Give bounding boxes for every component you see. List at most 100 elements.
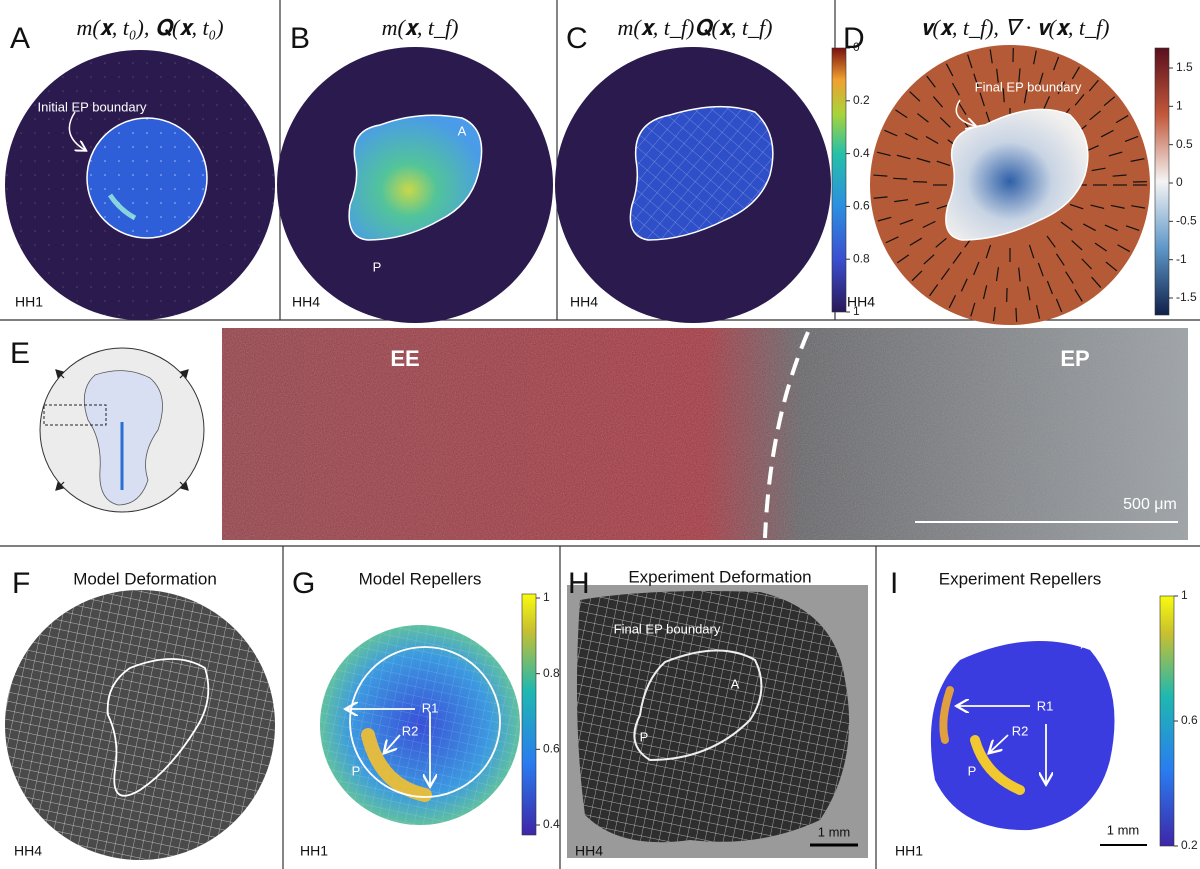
stage-label: HH1 [300, 843, 328, 859]
director [893, 177, 908, 180]
director [945, 63, 954, 77]
panel-e-microscopy [222, 328, 1188, 540]
colorbar-label: 1 [1181, 588, 1188, 602]
colorbar-label: 0.4 [853, 146, 870, 160]
director [979, 92, 985, 107]
director [873, 174, 888, 177]
director [1057, 81, 1066, 95]
director [1112, 174, 1127, 177]
panel-d-image [870, 45, 1150, 325]
director [1046, 235, 1056, 248]
director [1131, 205, 1146, 209]
director [932, 96, 944, 108]
colorbar-label: 0 [853, 40, 860, 54]
stage-label: HH4 [847, 294, 875, 310]
director [1081, 258, 1092, 270]
director [951, 82, 960, 96]
annotation: Final EP boundary [614, 621, 721, 636]
panel-letter: E [10, 337, 30, 370]
director [1035, 304, 1041, 319]
director [1074, 289, 1083, 302]
director [1065, 271, 1074, 284]
director [925, 135, 939, 145]
stage-label: HH4 [292, 294, 320, 310]
colorbar-label: 0.8 [543, 666, 560, 680]
director [1117, 244, 1131, 253]
director [873, 196, 888, 199]
panel-title: m(𝐱, t_f) [382, 15, 459, 40]
colorbar-label: 0.6 [1181, 713, 1198, 727]
director [1028, 244, 1035, 259]
colorbar-label: 0.6 [853, 199, 870, 213]
director [916, 113, 929, 123]
scale-label: 1 mm [1107, 822, 1140, 837]
panel-e-schematic [39, 347, 205, 513]
panel-title: Experiment Deformation [628, 567, 811, 586]
director [1037, 262, 1044, 277]
panel-letter: A [10, 22, 30, 55]
panel-letter: D [843, 22, 865, 55]
director [1015, 307, 1018, 322]
panel-a-image [5, 50, 275, 320]
annotation: P [352, 763, 361, 778]
director [939, 117, 951, 128]
director [1091, 276, 1102, 288]
director [1074, 94, 1085, 106]
director [1108, 151, 1123, 157]
colorbar-label: 1 [543, 590, 550, 604]
director [1033, 50, 1037, 65]
director [1100, 129, 1114, 138]
director [985, 244, 992, 259]
director [982, 285, 988, 300]
director [1060, 221, 1073, 231]
director [1124, 135, 1139, 142]
director [973, 73, 979, 88]
colorbar-label: 0.2 [853, 93, 870, 107]
panel-b-image [277, 47, 553, 323]
panel-letter: F [12, 567, 30, 600]
director [1055, 298, 1063, 313]
director [1110, 204, 1125, 209]
director [1018, 267, 1021, 282]
director [1083, 223, 1096, 232]
director [916, 157, 931, 163]
annotation: R2 [402, 723, 419, 738]
panel-title: m(𝐱, t₀), 𝐐(𝐱, t₀) [76, 15, 223, 40]
director [923, 254, 935, 265]
director [922, 220, 936, 229]
annotation: EP [1060, 346, 1089, 371]
colorbar-label: 0 [1176, 175, 1183, 189]
director [895, 109, 908, 119]
colorbar [831, 47, 847, 313]
colorbar-label: 1 [1176, 99, 1183, 113]
panel-title: Model Deformation [73, 569, 217, 588]
director [958, 102, 967, 115]
director [876, 151, 891, 157]
annotation: R1 [1037, 698, 1054, 713]
director [904, 132, 918, 141]
director [1105, 261, 1118, 272]
annotation: EE [390, 346, 419, 371]
director [1089, 110, 1101, 121]
director [1026, 286, 1031, 301]
director [884, 129, 898, 137]
director [935, 237, 947, 248]
colorbar-label: 0.5 [1176, 137, 1193, 151]
stage-label: HH4 [575, 843, 603, 859]
colorbar-label: -0.5 [1176, 214, 1197, 228]
director [1069, 203, 1084, 210]
annotation: A [1081, 636, 1090, 651]
director [992, 307, 996, 322]
director [885, 236, 899, 244]
director [952, 251, 962, 264]
annotation: R1 [422, 700, 439, 715]
director [960, 278, 968, 292]
annotation: P [968, 763, 977, 778]
director [1125, 225, 1140, 232]
panel-h-image [567, 585, 868, 858]
colorbar [1154, 47, 1170, 316]
director [896, 154, 911, 160]
director [1018, 68, 1021, 83]
colorbar-label: 0.2 [1181, 838, 1198, 852]
